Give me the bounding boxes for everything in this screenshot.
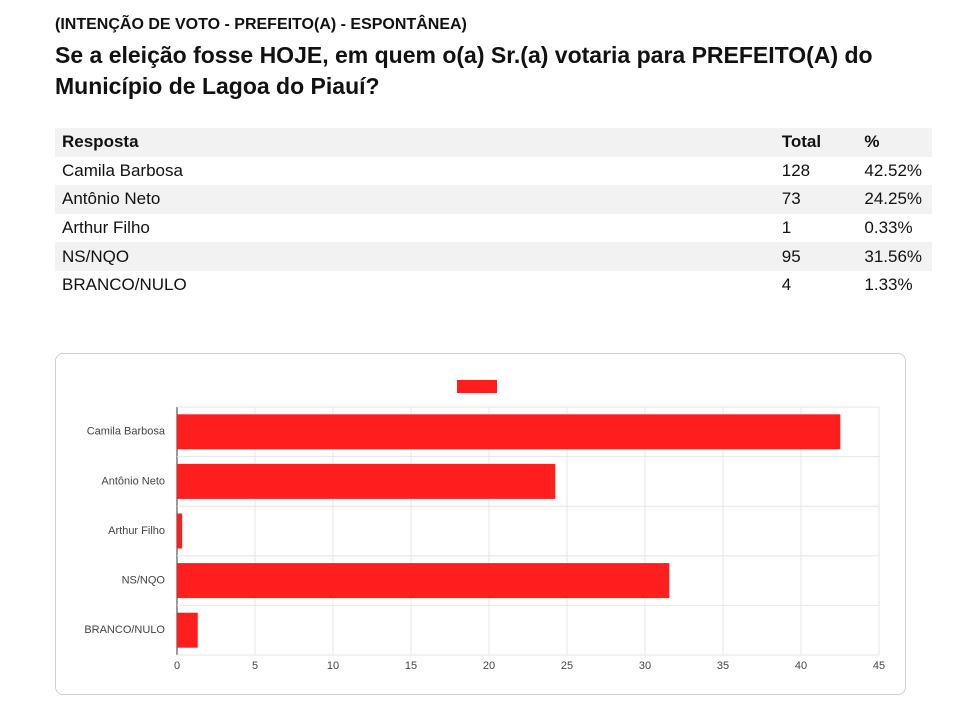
table-row: Antônio Neto 73 24.25% [55,185,932,214]
x-tick-label: 35 [717,660,729,672]
bar [177,612,198,648]
table-cell: Antônio Neto [62,189,161,209]
table-cell: 1.33% [864,275,913,295]
table-cell: BRANCO/NULO [62,275,187,295]
x-tick-label: 15 [405,660,417,672]
table-cell: 42.52% [864,160,923,180]
x-tick-label: 40 [795,660,807,672]
bar [177,563,670,599]
x-tick-label: 45 [873,660,885,672]
bar [177,463,556,499]
results-table: Resposta Total% Camila Barbosa 128 42.52% Ant… [55,128,932,300]
table-cell: 31.56% [864,246,923,266]
x-tick-label: 0 [174,660,180,672]
y-tick-label: NS/NQO [122,575,166,587]
column-header: Resposta [62,132,139,152]
table-cell: Camila Barbosa [62,160,183,180]
table-cell: 0.33% [864,218,913,238]
x-tick-label: 25 [561,660,573,672]
bar [177,414,841,450]
table-cell: 4 [781,275,792,295]
x-tick-label: 20 [483,660,495,672]
table-cell: 1 [781,218,792,238]
x-tick-label: 10 [327,660,339,672]
table-row: NS/NQO 95 31.56% [55,242,932,271]
table-row: Camila Barbosa 128 42.52% [55,157,932,186]
x-tick-label: 5 [252,660,258,672]
subtitle: (INTENÇÃO DE VOTO - PREFEITO(A) - ESPONT… [55,16,467,33]
table-cell: Arthur Filho [62,218,150,238]
table-cell: 24.25% [864,189,923,209]
table-cell: 73 [781,189,801,209]
table-cell: 95 [781,246,801,266]
y-tick-label: Antônio Neto [101,475,165,487]
title: Se a eleição fosse HOJE, em quem o(a) Sr… [55,42,873,99]
chart-frame [55,353,906,695]
table-cell: 128 [781,160,811,180]
table-row: Arthur Filho 1 0.33% [55,214,932,243]
table-cell: NS/NQO [62,246,130,266]
header-row: Resposta Total% [55,128,932,157]
legend-swatch [457,380,497,393]
y-tick-label: Arthur Filho [108,525,165,537]
y-tick-label: Camila Barbosa [87,426,166,438]
column-header: Total [781,132,822,152]
table-row: BRANCO/NULO 4 1.33% [55,271,932,300]
y-tick-label: BRANCO/NULO [84,624,165,636]
bar [177,513,183,549]
x-tick-label: 30 [639,660,651,672]
column-header: % [864,132,880,152]
